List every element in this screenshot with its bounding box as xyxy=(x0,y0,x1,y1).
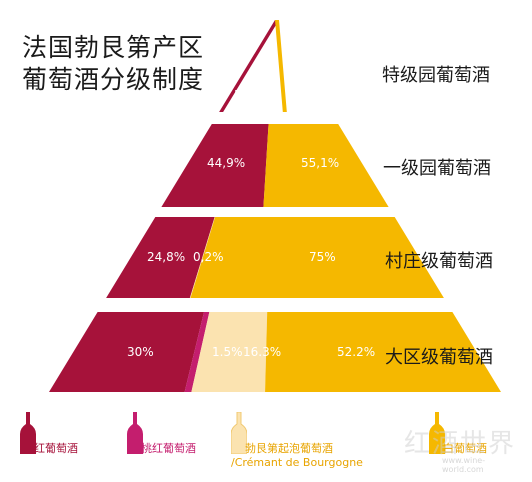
watermark: 红酒世界 www.wine-world.com xyxy=(398,423,518,474)
tier-label-premier-cru: 一级园葡萄酒 xyxy=(383,158,491,179)
tier-label-village: 村庄级葡萄酒 xyxy=(385,251,493,272)
rose-wine-bottle-icon xyxy=(127,412,143,454)
legend-sublabel-cremant: /Crémant de Bourgogne xyxy=(231,456,363,469)
data-label-tier2-series3: 75% xyxy=(309,250,336,264)
legend-label-white: 白葡萄酒 xyxy=(443,442,487,455)
cremant-bottle-icon xyxy=(231,412,247,454)
title-line-1: 法国勃艮第产区 xyxy=(22,33,205,62)
segment-tier2-series0 xyxy=(106,217,215,298)
data-label-tier3-series3: 52.2% xyxy=(337,345,375,359)
segment-tier3-series2 xyxy=(191,312,268,392)
segment-tier1-series0 xyxy=(161,124,269,207)
data-label-tier0-series3: 43% xyxy=(296,88,323,102)
title-line-2: 葡萄酒分级制度 xyxy=(22,65,205,94)
data-label-tier1-series0: 44,9% xyxy=(207,156,245,170)
data-label-tier3-series2: 16.3% xyxy=(243,345,281,359)
data-label-tier0-series0: 57% xyxy=(234,88,261,102)
legend-label-red: 红葡萄酒 xyxy=(34,442,78,455)
segment-tier3-series0 xyxy=(49,312,205,392)
segment-tier0-series0 xyxy=(219,20,279,112)
tier-label-regional: 大区级葡萄酒 xyxy=(385,347,493,368)
data-label-tier1-series3: 55,1% xyxy=(301,156,339,170)
data-label-tier3-series1: 1.5% xyxy=(212,345,243,359)
white-wine-bottle-icon xyxy=(429,412,445,454)
data-label-tier2-series2: 0,2% xyxy=(193,250,224,264)
tier-label-grand-cru: 特级园葡萄酒 xyxy=(382,65,490,86)
data-label-tier3-series0: 30% xyxy=(127,345,154,359)
legend-label-rose: 桃红葡萄酒 xyxy=(141,442,196,455)
segment-tier1-series3 xyxy=(263,124,389,207)
segment-tier2-series3 xyxy=(190,217,444,298)
data-label-tier2-series0: 24,8% xyxy=(147,250,185,264)
legend-label-cremant: 勃艮第起泡葡萄酒 xyxy=(245,442,333,455)
segment-tier3-series3 xyxy=(265,312,501,392)
red-wine-bottle-icon xyxy=(20,412,36,454)
segment-tier3-series1 xyxy=(184,312,210,392)
segment-tier0-series3 xyxy=(275,20,287,112)
watermark-url: www.wine-world.com xyxy=(442,456,486,474)
watermark-logo: 红酒世界 xyxy=(404,429,517,459)
